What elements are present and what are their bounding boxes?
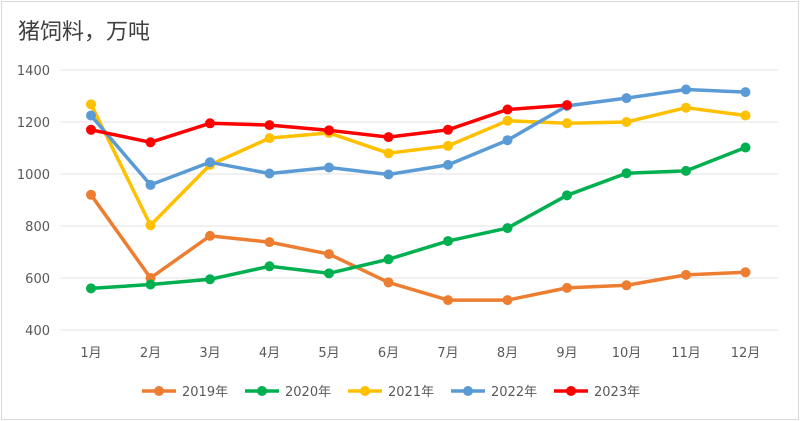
data-point [145, 220, 156, 231]
data-point [205, 230, 215, 241]
data-point [562, 282, 572, 293]
x-tick-label: 1月 [80, 346, 101, 361]
data-point [443, 124, 453, 135]
data-point [324, 249, 334, 260]
legend-swatch-marker [257, 386, 267, 396]
legend-item: 2020年 [245, 385, 331, 400]
data-point [621, 168, 632, 179]
series-group [86, 189, 751, 306]
series-group [86, 142, 751, 294]
chart-title: 猪饲料，万吨 [18, 20, 151, 45]
series-line [89, 145, 748, 291]
legend-swatch-marker [154, 386, 164, 396]
data-point [443, 159, 453, 170]
data-point [264, 168, 275, 179]
data-point [740, 267, 751, 278]
data-point [383, 148, 394, 159]
y-tick-label: 1200 [17, 116, 50, 131]
data-point [562, 190, 572, 201]
x-tick-label: 10月 [612, 346, 642, 361]
data-point [145, 279, 156, 290]
data-point [383, 169, 394, 180]
series-line [89, 87, 748, 187]
legend-item: 2022年 [451, 385, 537, 400]
data-point [740, 110, 751, 121]
data-point [502, 135, 513, 146]
data-point [205, 274, 215, 285]
data-point [264, 237, 275, 248]
series-line [89, 102, 748, 227]
data-point [383, 254, 394, 265]
legend-swatch-marker [566, 386, 576, 396]
data-point [621, 280, 632, 291]
data-point [145, 137, 156, 148]
legend-label: 2020年 [285, 385, 331, 400]
data-point [205, 118, 215, 129]
data-point [502, 295, 513, 306]
data-point [383, 132, 394, 143]
data-point [86, 99, 96, 110]
legend-swatch-marker [360, 386, 370, 396]
x-tick-label: 5月 [318, 346, 339, 361]
y-tick-label: 600 [25, 272, 50, 287]
legend-label: 2022年 [491, 385, 537, 400]
data-point [264, 261, 275, 272]
data-point [740, 142, 751, 153]
x-tick-label: 7月 [437, 346, 458, 361]
data-point [264, 133, 275, 144]
x-tick-label: 12月 [731, 346, 761, 361]
series-group [86, 100, 572, 148]
data-point [145, 179, 156, 190]
x-tick-label: 6月 [378, 346, 399, 361]
data-point [86, 189, 96, 200]
x-tick-label: 3月 [199, 346, 220, 361]
data-point [621, 117, 632, 127]
data-point [443, 295, 453, 306]
legend-item: 2021年 [348, 385, 434, 400]
data-point [562, 100, 572, 111]
data-point [681, 165, 691, 176]
data-point [562, 118, 572, 129]
data-point [264, 120, 275, 131]
y-tick-label: 1000 [17, 168, 50, 183]
legend-item: 2023年 [554, 385, 640, 400]
data-point [443, 140, 453, 151]
data-point [621, 93, 632, 104]
legend-label: 2023年 [594, 385, 640, 400]
data-point [681, 269, 691, 280]
data-point [205, 157, 215, 168]
data-point [324, 162, 334, 173]
data-point [86, 124, 96, 135]
data-point [324, 268, 334, 279]
series-group [86, 84, 751, 190]
data-point [681, 102, 691, 113]
data-point [502, 104, 513, 115]
data-point [443, 236, 453, 247]
legend-label: 2019年 [182, 385, 228, 400]
data-point [681, 84, 691, 95]
y-tick-label: 400 [25, 324, 50, 339]
x-tick-label: 11月 [671, 346, 701, 361]
legend-label: 2021年 [388, 385, 434, 400]
series-line [89, 193, 748, 302]
y-tick-label: 800 [25, 220, 50, 235]
series-group [86, 99, 751, 231]
x-tick-label: 8月 [497, 346, 518, 361]
y-tick-label: 1400 [17, 64, 50, 79]
data-point [86, 110, 96, 121]
data-point [740, 87, 751, 98]
x-tick-label: 4月 [259, 346, 280, 361]
data-point [502, 223, 513, 234]
legend-swatch-marker [463, 386, 473, 396]
x-tick-label: 9月 [556, 346, 577, 361]
legend-item: 2019年 [142, 385, 228, 400]
data-point [86, 283, 96, 294]
data-point [383, 277, 394, 288]
x-tick-label: 2月 [140, 346, 161, 361]
data-point [324, 125, 334, 136]
data-point [502, 115, 513, 126]
